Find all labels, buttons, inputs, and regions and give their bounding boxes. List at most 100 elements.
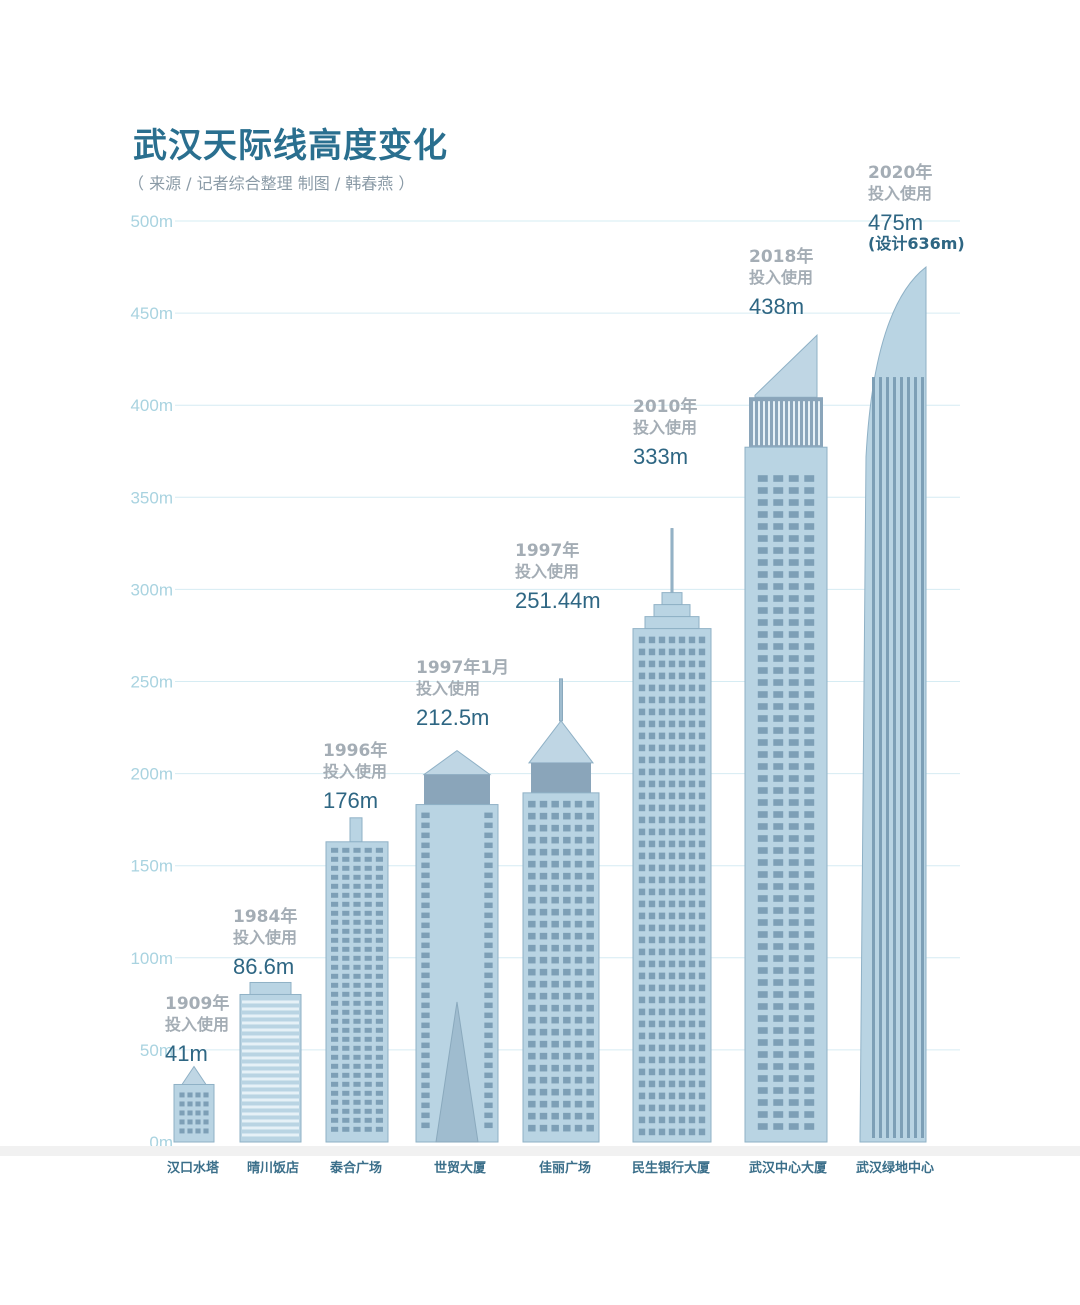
- window: [331, 955, 339, 961]
- window: [804, 475, 815, 482]
- window: [563, 944, 571, 952]
- window: [698, 996, 706, 1004]
- window: [788, 643, 799, 650]
- window: [574, 1004, 583, 1012]
- window: [757, 667, 768, 674]
- window: [698, 888, 706, 896]
- window: [375, 1108, 383, 1114]
- window: [757, 619, 768, 626]
- window: [539, 848, 548, 856]
- window: [375, 1054, 383, 1060]
- window: [788, 883, 799, 890]
- window: [788, 955, 799, 962]
- window: [757, 655, 768, 662]
- window: [563, 920, 571, 928]
- floor-line: [242, 1063, 299, 1067]
- window: [648, 648, 656, 656]
- window: [773, 775, 784, 782]
- window: [364, 1117, 372, 1123]
- fin: [763, 401, 765, 446]
- window: [648, 840, 656, 848]
- window: [421, 822, 430, 829]
- window: [364, 973, 372, 979]
- window: [648, 744, 656, 752]
- window: [668, 1008, 676, 1016]
- window: [638, 1020, 646, 1028]
- window: [375, 1009, 383, 1015]
- window: [757, 691, 768, 698]
- window: [668, 840, 676, 848]
- window: [698, 1008, 706, 1016]
- window: [757, 1087, 768, 1094]
- step-3: [644, 616, 700, 630]
- window: [364, 1054, 372, 1060]
- window: [574, 908, 583, 916]
- fin: [788, 401, 790, 446]
- window: [353, 1126, 361, 1132]
- window: [757, 727, 768, 734]
- window: [757, 1075, 768, 1082]
- window: [757, 943, 768, 950]
- window: [688, 840, 696, 848]
- window: [375, 1027, 383, 1033]
- window: [375, 847, 383, 853]
- window: [528, 1016, 536, 1024]
- window: [195, 1110, 201, 1116]
- window: [364, 1099, 372, 1105]
- window: [698, 744, 706, 752]
- chart-title: 武汉天际线高度变化: [133, 126, 448, 166]
- window: [586, 956, 594, 964]
- window: [668, 1068, 676, 1076]
- window: [648, 1116, 656, 1124]
- pyramid-top: [527, 720, 595, 764]
- window: [804, 523, 815, 530]
- window: [563, 872, 571, 880]
- window: [638, 1092, 646, 1100]
- window: [688, 1128, 696, 1136]
- window: [658, 864, 666, 872]
- window: [648, 888, 656, 896]
- floor-line: [242, 1105, 299, 1109]
- window: [353, 901, 361, 907]
- window: [421, 872, 430, 879]
- window: [668, 672, 676, 680]
- window: [788, 535, 799, 542]
- window: [757, 559, 768, 566]
- window: [804, 763, 815, 770]
- window: [563, 956, 571, 964]
- window: [539, 824, 548, 832]
- window: [804, 991, 815, 998]
- window: [804, 1099, 815, 1106]
- window: [757, 571, 768, 578]
- category-5: 佳丽广场: [539, 1160, 591, 1176]
- window: [187, 1119, 193, 1125]
- y-tick-100: 100m: [130, 949, 173, 968]
- window: [638, 756, 646, 764]
- window: [342, 874, 350, 880]
- window: [648, 684, 656, 692]
- window: [788, 823, 799, 830]
- y-tick-150: 150m: [130, 857, 173, 876]
- y-tick-300: 300m: [130, 580, 173, 599]
- window: [678, 948, 686, 956]
- window: [551, 1028, 559, 1036]
- window: [658, 756, 666, 764]
- window: [342, 928, 350, 934]
- window: [528, 824, 536, 832]
- window: [658, 672, 666, 680]
- window: [668, 936, 676, 944]
- window: [804, 1087, 815, 1094]
- window: [804, 703, 815, 710]
- window: [773, 1063, 784, 1070]
- window: [757, 499, 768, 506]
- window: [528, 992, 536, 1000]
- window: [528, 980, 536, 988]
- window: [574, 860, 583, 868]
- window: [773, 787, 784, 794]
- window: [528, 836, 536, 844]
- window: [804, 799, 815, 806]
- window: [574, 896, 583, 904]
- stripe: [900, 377, 903, 1138]
- window: [421, 832, 430, 839]
- window: [804, 559, 815, 566]
